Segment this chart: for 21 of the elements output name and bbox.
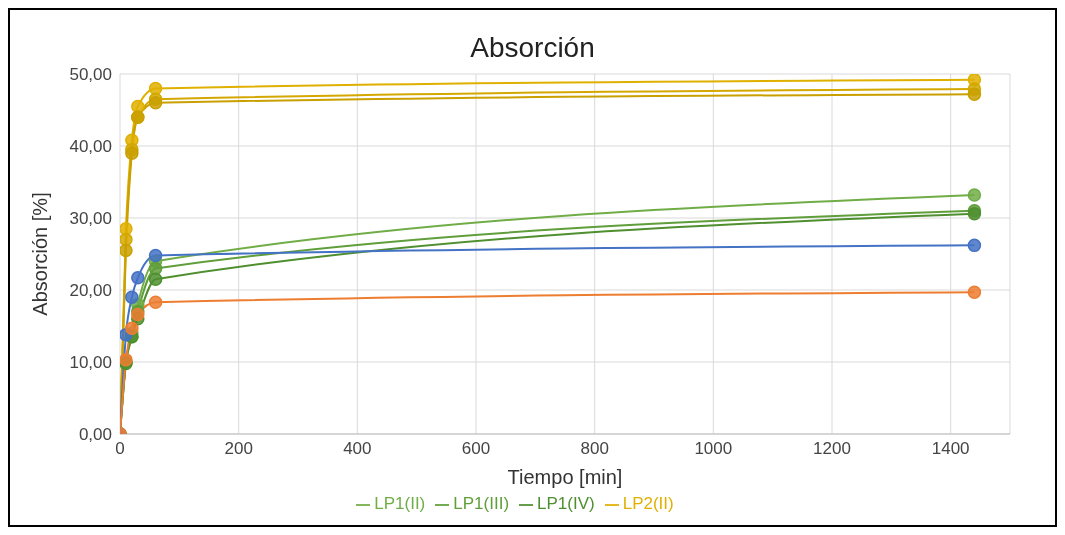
x-tick-label: 200 xyxy=(224,439,253,459)
x-tick-label: 1400 xyxy=(931,439,970,459)
y-tick-label: 40,00 xyxy=(69,137,112,157)
x-tick-label: 800 xyxy=(580,439,609,459)
chart-title: Absorción xyxy=(469,32,596,64)
x-tick-label: 1000 xyxy=(694,439,733,459)
x-tick-label: 400 xyxy=(343,439,372,459)
x-axis-title: Tiempo [min] xyxy=(507,466,623,488)
x-tick-label: 1200 xyxy=(813,439,851,459)
y-tick-label: 50,00 xyxy=(69,65,112,85)
y-tick-label: 0,00 xyxy=(78,425,112,445)
y-tick-label: 10,00 xyxy=(69,353,112,373)
x-tick-label: 600 xyxy=(461,439,491,459)
legend-label: LP2(II) xyxy=(622,494,674,513)
y-tick-label: 20,00 xyxy=(69,281,112,301)
legend-label: LP1(III) xyxy=(453,494,510,513)
legend-label: LP1(IV) xyxy=(537,494,595,513)
y-axis-title: Absorción [%] xyxy=(29,192,52,316)
y-tick-label: 30,00 xyxy=(69,209,112,229)
x-tick-label: 0 xyxy=(115,439,125,459)
legend-label: LP1(II) xyxy=(374,494,426,513)
